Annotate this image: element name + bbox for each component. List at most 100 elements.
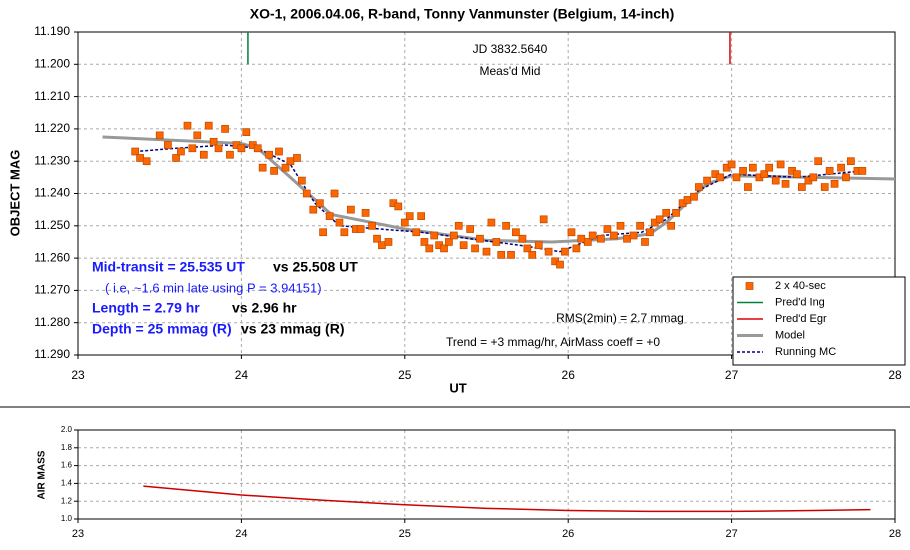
data-point (373, 234, 381, 243)
data-point (302, 189, 311, 198)
data-point (193, 131, 202, 140)
data-point (183, 121, 192, 130)
annotation: Length = 2.79 hr (92, 300, 200, 316)
data-point (270, 167, 278, 175)
data-point (732, 173, 741, 182)
y-tick-label: 11.280 (34, 315, 70, 329)
data-point (577, 234, 586, 243)
annotation: Mid-transit = 25.535 UT (92, 259, 245, 275)
plot-border (77, 429, 896, 520)
annotation: vs 23 mmag (R) (241, 321, 344, 337)
data-point (466, 225, 475, 233)
x-tick-label: 26 (562, 368, 576, 382)
data-point (400, 218, 409, 227)
x-tick-label: 27 (725, 368, 739, 382)
data-point (539, 215, 548, 224)
x-tick-label: 24 (235, 368, 249, 382)
x-tick-label: 28 (888, 368, 902, 382)
data-point (556, 260, 564, 269)
series-line (143, 485, 871, 513)
data-point (454, 221, 463, 230)
y-tick-label: 11.240 (34, 186, 70, 200)
data-point (281, 163, 290, 172)
y-tick-label: 1.0 (61, 514, 73, 523)
x-tick-label: 25 (398, 368, 412, 382)
data-point (830, 179, 839, 188)
data-point (265, 150, 274, 159)
data-point (131, 147, 140, 156)
data-point (242, 128, 251, 136)
chart-title: XO-1, 2006.04.06, R-band, Tonny Vanmunst… (250, 6, 675, 22)
data-point (716, 173, 725, 182)
data-point (221, 125, 229, 133)
legend-swatch (745, 282, 754, 290)
annotation: vs 25.508 UT (273, 259, 358, 275)
data-point (417, 212, 425, 220)
data-point (155, 131, 164, 140)
data-point (781, 179, 790, 188)
data-point (507, 251, 515, 259)
data-point (214, 144, 223, 153)
y-tick-label: 1.6 (61, 461, 73, 470)
data-point (378, 241, 386, 250)
data-point (512, 228, 520, 237)
x-axis-label: UT (449, 380, 466, 395)
data-point (253, 144, 262, 153)
data-point (798, 183, 806, 191)
y-tick-label: 2.0 (61, 425, 73, 434)
data-point (523, 244, 532, 253)
legend-label: Pred'd Egr (775, 313, 827, 325)
data-point (394, 202, 403, 211)
legend-label: Running MC (775, 346, 836, 358)
data-point (487, 218, 496, 227)
data-point (164, 141, 172, 149)
y-tick-label: 11.220 (34, 121, 70, 135)
annotation: vs 2.96 hr (232, 300, 297, 316)
data-point (655, 215, 664, 224)
data-point (199, 150, 208, 159)
data-point (361, 209, 370, 217)
data-point (347, 205, 355, 214)
data-point (837, 163, 845, 172)
data-point (309, 205, 318, 214)
data-point (459, 241, 468, 250)
data-point (695, 183, 703, 191)
data-point (814, 157, 823, 166)
data-point (672, 209, 680, 217)
data-point (858, 167, 867, 175)
y-tick-label: 1.4 (61, 479, 73, 488)
data-point (588, 231, 597, 240)
x-tick-label: 25 (399, 528, 411, 540)
y-axis-label: AIR MASS (37, 450, 48, 499)
data-point (744, 183, 752, 191)
data-point (502, 221, 510, 230)
legend-label: Model (775, 329, 805, 341)
data-point (616, 221, 625, 230)
annotation: Meas'd Mid (480, 64, 541, 78)
data-point (430, 231, 439, 240)
data-point (646, 228, 654, 237)
data-point (629, 231, 638, 240)
data-point (683, 196, 692, 204)
data-point (771, 176, 780, 185)
data-point (847, 157, 855, 166)
data-point (518, 234, 527, 243)
data-point (572, 244, 581, 253)
data-point (597, 234, 605, 243)
y-tick-label: 11.290 (34, 347, 70, 361)
data-point (188, 144, 197, 153)
data-point (842, 173, 850, 182)
data-point (567, 228, 576, 237)
data-point (412, 228, 421, 237)
y-tick-label: 11.190 (34, 24, 70, 38)
data-point (258, 163, 267, 172)
data-point (368, 221, 376, 230)
data-point (544, 247, 553, 256)
data-point (603, 225, 612, 233)
data-point (610, 231, 618, 240)
data-point (172, 154, 180, 162)
data-point (142, 157, 151, 166)
y-tick-label: 11.260 (34, 250, 70, 264)
y-tick-label: 11.250 (34, 218, 70, 232)
data-point (583, 238, 592, 246)
